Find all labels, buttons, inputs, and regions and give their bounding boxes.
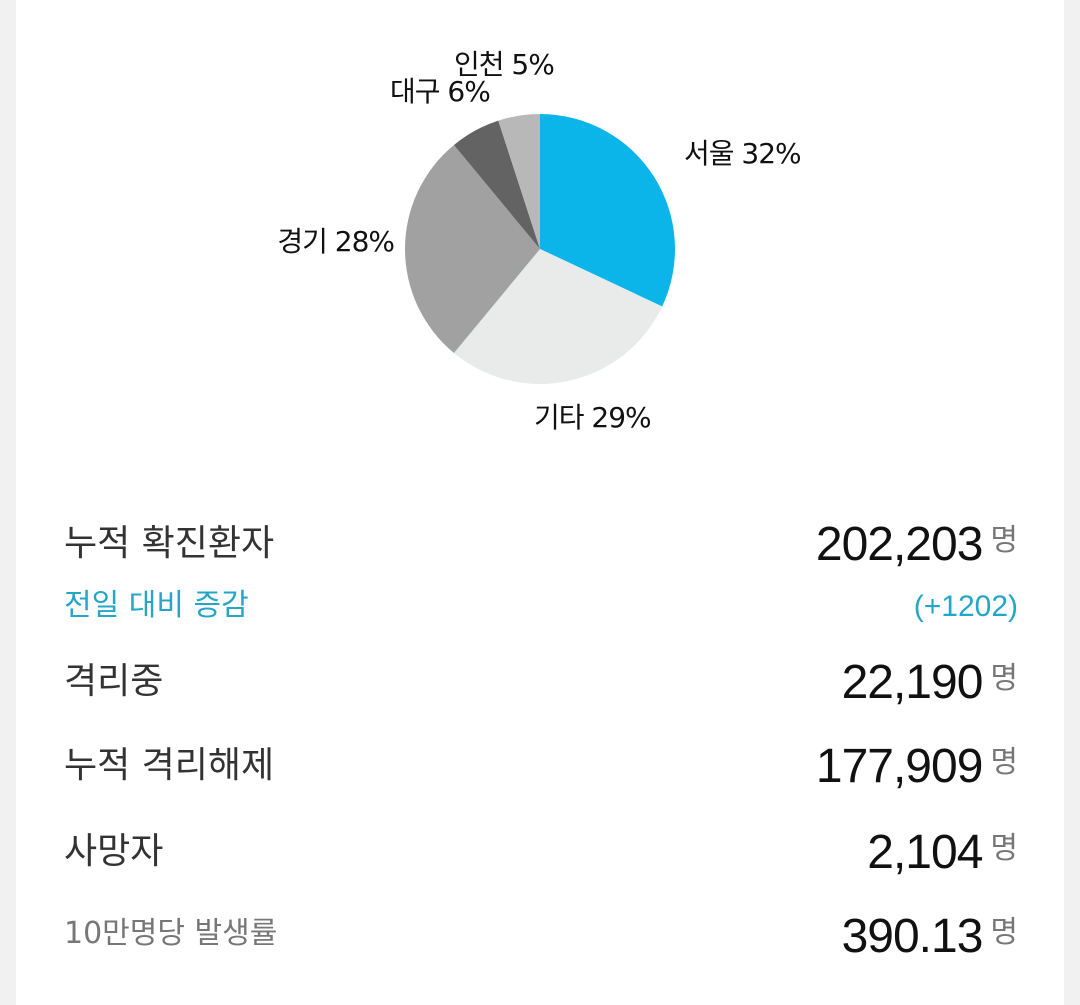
- incidence-unit: 명: [990, 915, 1018, 950]
- cumulative-confirmed-unit: 명: [990, 523, 1018, 558]
- in-isolation-unit: 명: [990, 661, 1018, 696]
- cumulative-released-unit: 명: [990, 745, 1018, 780]
- cumulative-released-label: 누적 격리해제: [64, 745, 275, 786]
- deaths-row: 사망자 2,104 명: [64, 820, 1018, 880]
- pie-label-2: 기타 29%: [534, 401, 651, 434]
- incidence-label: 10만명당 발생률: [64, 916, 278, 951]
- pie-slice-5: [498, 114, 540, 249]
- cumulative-confirmed-value: 202,203: [815, 518, 984, 571]
- pie-slice-2: [453, 249, 663, 384]
- daily-change-value-wrap: (+1202): [914, 590, 1018, 624]
- in-isolation-value-wrap: 22,190 명: [842, 655, 1018, 710]
- cumulative-released-value-wrap: 177,909 명: [816, 739, 1018, 794]
- cumulative-confirmed-value-wrap: 202,203 명: [816, 517, 1018, 572]
- cumulative-confirmed-label: 누적 확진환자: [64, 523, 275, 564]
- in-isolation-label: 격리중: [64, 661, 164, 702]
- pie-label-4: 대구 6%: [390, 75, 490, 108]
- pie-slice-3: [405, 144, 540, 354]
- pie-label-1: 서울 32%: [684, 137, 801, 170]
- deaths-unit: 명: [990, 831, 1018, 866]
- daily-change-value: (+1202): [913, 590, 1018, 623]
- deaths-value-wrap: 2,104 명: [867, 825, 1018, 880]
- cumulative-released-value: 177,909: [815, 740, 984, 793]
- incidence-row: 10만명당 발생률 390.13 명: [64, 904, 1018, 964]
- incidence-value-wrap: 390.13 명: [842, 909, 1018, 964]
- region-pie-chart: 서울 32% 기타 29% 경기 28% 대구 6%인천 5%: [277, 48, 802, 434]
- incidence-value: 390.13: [841, 910, 984, 963]
- pie-slice-1: [540, 114, 676, 307]
- deaths-value: 2,104: [867, 826, 983, 879]
- in-isolation-value: 22,190: [841, 656, 984, 709]
- in-isolation-row: 격리중 22,190 명: [64, 650, 1018, 710]
- pie-slice-4: [453, 120, 540, 250]
- deaths-label: 사망자: [64, 831, 164, 872]
- daily-change-label: 전일 대비 증감: [64, 588, 249, 623]
- cumulative-released-row: 누적 격리해제 177,909 명: [64, 734, 1018, 794]
- pie-label-5: 인천 5%: [454, 48, 554, 81]
- pie-label-3: 경기 28%: [277, 225, 394, 258]
- stats-card: 서울 32% 기타 29% 경기 28% 대구 6% 인천 5% 누적 확진환자 202…: [16, 0, 1064, 1005]
- daily-change-row: 전일 대비 증감 (+1202): [64, 582, 1018, 628]
- cumulative-confirmed-row: 누적 확진환자 202,203 명: [64, 512, 1018, 572]
